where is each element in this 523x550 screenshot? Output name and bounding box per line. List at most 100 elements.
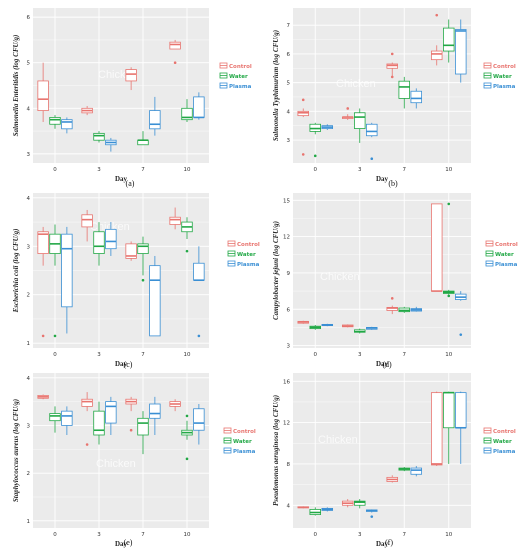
legend-label: Plasma <box>233 449 256 455</box>
outlier-point <box>390 75 394 79</box>
y-tick-label: 15 <box>283 198 290 204</box>
watermark-text: Chicken <box>336 78 376 90</box>
y-tick-label: 9 <box>287 271 291 277</box>
y-tick-label: 1 <box>27 341 31 347</box>
box <box>443 392 455 429</box>
y-tick-label: 7 <box>287 23 291 29</box>
watermark-text: Chicken <box>90 221 130 233</box>
x-axis-label: Day <box>115 360 128 368</box>
outlier-point <box>301 98 305 102</box>
box <box>49 117 61 125</box>
legend: Control Water Plasma <box>223 427 256 455</box>
box <box>443 27 455 52</box>
box <box>105 401 117 424</box>
box <box>430 50 443 61</box>
x-axis-label: Day <box>376 175 389 183</box>
legend-label: Control <box>493 64 516 70</box>
y-tick-label: 4 <box>287 109 291 115</box>
panel-label: (e) <box>124 538 133 547</box>
box <box>81 214 93 228</box>
legend-label: Control <box>233 429 256 435</box>
box <box>93 231 105 254</box>
y-axis-label: Pseudomonas aeruginosa (log CFU/g) <box>272 395 280 506</box>
y-tick-label: 3 <box>27 244 31 250</box>
box <box>181 107 193 121</box>
box <box>354 500 366 506</box>
legend-label: Water <box>493 74 512 80</box>
legend-label: Water <box>495 252 514 258</box>
x-tick-label: 0 <box>53 352 57 358</box>
y-tick-label: 12 <box>283 421 290 427</box>
x-tick-label: 3 <box>358 532 362 538</box>
box <box>169 216 181 225</box>
box <box>193 408 205 431</box>
y-tick-label: 3 <box>27 423 31 429</box>
legend: Control Water Plasma <box>219 62 252 90</box>
box <box>169 41 181 50</box>
box <box>61 119 73 130</box>
legend: Control Water Plasma <box>485 240 518 268</box>
chart-panel-f: 4 8 12 16 0 3 7 10 Chicken Day Pseudomonas aerugin… <box>272 373 516 548</box>
chart-panel-d: 3 6 9 12 15 0 3 7 10 Chicken Day Campylobacter jeju… <box>272 193 518 369</box>
y-axis-label: Salmonella Enteritidis (log CFU/g) <box>12 35 20 137</box>
x-tick-label: 10 <box>184 532 191 538</box>
x-tick-label: 10 <box>184 167 191 173</box>
x-tick-label: 10 <box>445 167 452 173</box>
panel-label: (d) <box>382 360 392 369</box>
y-tick-label: 2 <box>27 293 31 299</box>
legend-label: Plasma <box>229 84 252 90</box>
x-tick-label: 3 <box>358 167 362 173</box>
box <box>430 392 443 466</box>
y-axis-label: Staphylococcus aureus (log CFU/g) <box>12 399 20 502</box>
y-tick-label: 6 <box>287 307 291 313</box>
outlier-point <box>459 333 463 336</box>
legend-label: Control <box>237 242 260 248</box>
outlier-point <box>85 443 89 446</box>
plot-area <box>33 373 209 528</box>
y-tick-label: 4 <box>287 503 291 509</box>
chart-panel-b: 3 4 5 6 7 0 3 7 10 Chicken Day Salmonella Typhimuri… <box>272 8 516 188</box>
box <box>93 410 105 436</box>
box <box>49 413 61 422</box>
box <box>398 80 410 99</box>
panel-label: (c) <box>124 360 133 369</box>
box <box>125 69 137 82</box>
legend-label: Control <box>493 429 516 435</box>
legend: Control Water Plasma <box>227 240 260 268</box>
box <box>37 231 49 254</box>
legend-label: Plasma <box>493 449 516 455</box>
legend-label: Plasma <box>495 262 518 268</box>
box <box>410 90 423 104</box>
box <box>430 203 443 292</box>
box <box>93 132 105 141</box>
box <box>137 417 149 436</box>
legend-label: Water <box>229 74 248 80</box>
watermark-text: Chicken <box>320 271 360 283</box>
outlier-point <box>447 294 451 298</box>
outlier-point <box>370 515 374 518</box>
x-axis-label: Day <box>376 540 389 548</box>
legend-label: Control <box>229 64 252 70</box>
box <box>410 467 423 475</box>
x-tick-label: 7 <box>141 167 145 173</box>
box <box>455 392 467 429</box>
watermark-text: Chicken <box>318 434 358 446</box>
y-axis-label: Salmonella Typhimurium (log CFU/g) <box>272 30 280 141</box>
y-tick-label: 4 <box>27 376 31 382</box>
outlier-point <box>129 428 133 432</box>
outlier-point <box>185 249 189 253</box>
y-tick-label: 6 <box>287 52 291 58</box>
y-tick-label: 5 <box>27 61 31 67</box>
y-tick-label: 3 <box>27 152 31 158</box>
outlier-point <box>390 52 394 56</box>
box <box>61 410 73 426</box>
legend-label: Water <box>237 252 256 258</box>
box <box>81 398 93 407</box>
x-tick-label: 7 <box>141 532 145 538</box>
chart-panel-c: 1 2 3 4 0 3 7 10 Chicken Day Escherichia coli (log… <box>12 193 260 369</box>
chart-panel-e: 1 2 3 4 0 3 7 10 Chicken Day Staphylococcus aureus… <box>12 373 256 548</box>
box <box>366 123 378 137</box>
y-tick-label: 12 <box>283 235 290 241</box>
y-tick-label: 2 <box>27 471 31 477</box>
